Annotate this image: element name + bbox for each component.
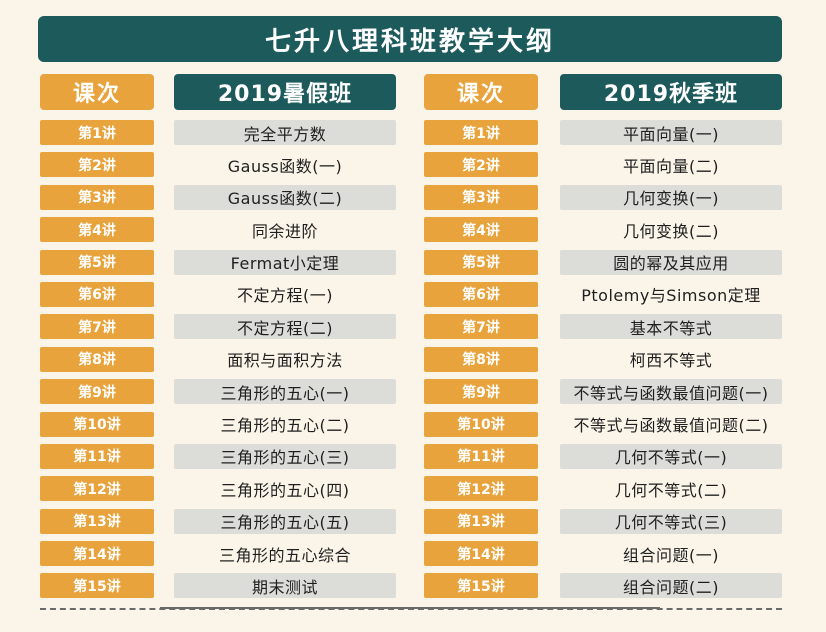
autumn-topic: 基本不等式 bbox=[560, 314, 782, 340]
lesson-label: 第5讲 bbox=[424, 249, 538, 275]
autumn-topic: 几何不等式(一) bbox=[560, 443, 782, 469]
lesson-label: 第15讲 bbox=[424, 573, 538, 599]
lesson-label: 第13讲 bbox=[424, 508, 538, 534]
lesson-header: 课次 bbox=[424, 74, 538, 110]
autumn-topic-list: 平面向量(一) 平面向量(二) 几何变换(一) 几何变换(二) 圆的幂及其应用 Ptole… bbox=[560, 120, 782, 599]
summer-topic: Gauss函数(二) bbox=[174, 184, 396, 210]
lesson-column-summer: 课次 第1讲 第2讲 第3讲 第4讲 第5讲 第6讲 第7讲 第8讲 第9讲 第10讲 第11讲 第1… bbox=[40, 74, 154, 606]
lesson-label: 第15讲 bbox=[40, 573, 154, 599]
summer-topic: Gauss函数(一) bbox=[227, 156, 343, 176]
lesson-column-autumn: 课次 第1讲 第2讲 第3讲 第4讲 第5讲 第6讲 第7讲 第8讲 第9讲 第10讲 第11讲 第1… bbox=[424, 74, 538, 606]
autumn-topic: 几何不等式(三) bbox=[560, 508, 782, 534]
lesson-label: 第14讲 bbox=[40, 541, 154, 567]
lesson-label: 第1讲 bbox=[40, 120, 154, 145]
summer-topic: 不定方程(一) bbox=[237, 286, 333, 306]
lesson-label: 第3讲 bbox=[424, 184, 538, 210]
lesson-header: 课次 bbox=[40, 74, 154, 110]
lesson-label: 第8讲 bbox=[40, 346, 154, 372]
autumn-topic: 不等式与函数最值问题(二) bbox=[573, 416, 769, 436]
lesson-label: 第3讲 bbox=[40, 184, 154, 210]
lesson-label: 第12讲 bbox=[424, 476, 538, 502]
summer-topic: 完全平方数 bbox=[174, 120, 396, 145]
lesson-label: 第4讲 bbox=[40, 217, 154, 243]
summer-topic: 期末测试 bbox=[174, 573, 396, 599]
autumn-topic: 柯西不等式 bbox=[629, 351, 713, 371]
summer-topic: 三角形的五心(五) bbox=[174, 508, 396, 534]
lesson-label: 第13讲 bbox=[40, 508, 154, 534]
autumn-header: 2019秋季班 bbox=[560, 74, 782, 110]
lesson-list: 第1讲第2讲第3讲第4讲第5讲第6讲第7讲第8讲第9讲第10讲第11讲第12讲第… bbox=[40, 120, 154, 599]
summer-topic-list: 完全平方数 Gauss函数(一) Gauss函数(二) 同余进阶 Fermat小定理 不定… bbox=[174, 120, 396, 599]
summer-topic: 三角形的五心(三) bbox=[174, 443, 396, 469]
summer-topic: 面积与面积方法 bbox=[227, 351, 343, 371]
summer-topic: 不定方程(二) bbox=[174, 314, 396, 340]
lesson-label: 第2讲 bbox=[40, 152, 154, 178]
lesson-list: 第1讲第2讲第3讲第4讲第5讲第6讲第7讲第8讲第9讲第10讲第11讲第12讲第… bbox=[424, 120, 538, 599]
lesson-label: 第12讲 bbox=[40, 476, 154, 502]
footer-divider bbox=[40, 608, 782, 610]
autumn-topic: 组合问题(一) bbox=[623, 545, 719, 565]
lesson-label: 第4讲 bbox=[424, 217, 538, 243]
autumn-topic: 几何不等式(二) bbox=[614, 480, 728, 500]
lesson-label: 第1讲 bbox=[424, 120, 538, 145]
autumn-column: 2019秋季班 平面向量(一) 平面向量(二) 几何变换(一) 几何变换(二) 圆的幂及… bbox=[560, 74, 782, 606]
lesson-label: 第6讲 bbox=[424, 281, 538, 307]
lesson-label: 第11讲 bbox=[424, 443, 538, 469]
page-title: 七升八理科班教学大纲 bbox=[38, 16, 782, 62]
lesson-label: 第5讲 bbox=[40, 249, 154, 275]
summer-topic: 三角形的五心(四) bbox=[220, 480, 350, 500]
lesson-label: 第8讲 bbox=[424, 346, 538, 372]
summer-topic: 三角形的五心综合 bbox=[218, 545, 351, 565]
lesson-label: 第14讲 bbox=[424, 541, 538, 567]
lesson-label: 第11讲 bbox=[40, 443, 154, 469]
summer-topic: Fermat小定理 bbox=[174, 249, 396, 275]
lesson-label: 第9讲 bbox=[40, 379, 154, 405]
summer-topic: 三角形的五心(一) bbox=[174, 379, 396, 405]
summer-header: 2019暑假班 bbox=[174, 74, 396, 110]
autumn-topic: 几何变换(二) bbox=[623, 221, 719, 241]
lesson-label: 第10讲 bbox=[40, 411, 154, 437]
lesson-label: 第7讲 bbox=[40, 314, 154, 340]
lesson-label: 第2讲 bbox=[424, 152, 538, 178]
lesson-label: 第9讲 bbox=[424, 379, 538, 405]
autumn-topic: 组合问题(二) bbox=[560, 573, 782, 599]
summer-topic: 三角形的五心(二) bbox=[220, 416, 350, 436]
summer-column: 2019暑假班 完全平方数 Gauss函数(一) Gauss函数(二) 同余进阶 Fer… bbox=[174, 74, 396, 606]
footer-divider-solid bbox=[160, 607, 660, 609]
autumn-topic: 圆的幂及其应用 bbox=[560, 249, 782, 275]
summer-topic: 同余进阶 bbox=[251, 221, 318, 241]
autumn-topic: 不等式与函数最值问题(一) bbox=[560, 379, 782, 405]
lesson-label: 第10讲 bbox=[424, 411, 538, 437]
autumn-topic: Ptolemy与Simson定理 bbox=[581, 286, 761, 306]
autumn-topic: 平面向量(一) bbox=[560, 120, 782, 145]
autumn-topic: 几何变换(一) bbox=[560, 184, 782, 210]
autumn-topic: 平面向量(二) bbox=[623, 156, 719, 176]
lesson-label: 第6讲 bbox=[40, 281, 154, 307]
lesson-label: 第7讲 bbox=[424, 314, 538, 340]
